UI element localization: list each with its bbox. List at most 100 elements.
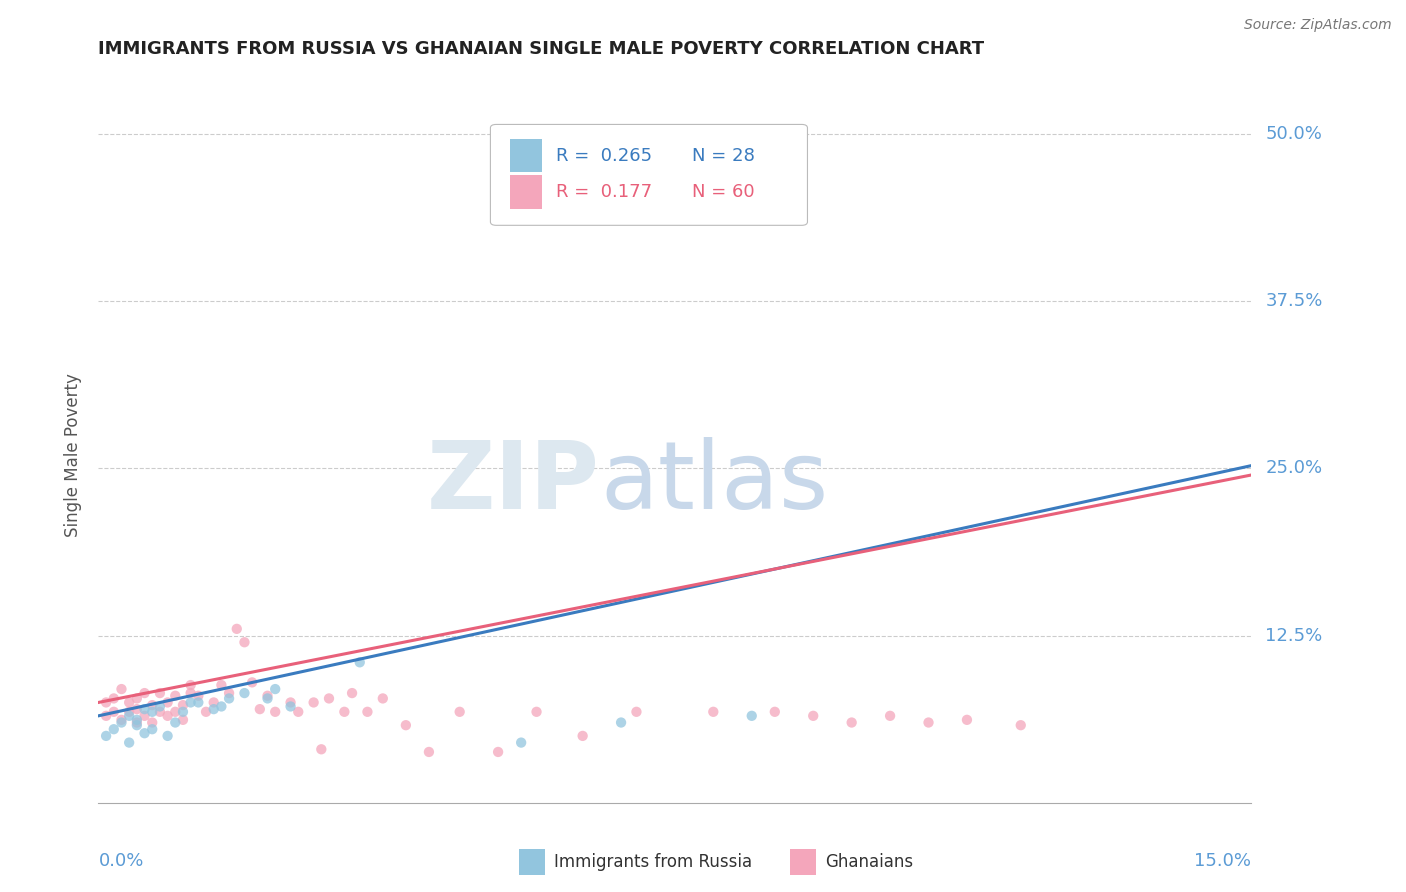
Text: 0.0%: 0.0% [98, 852, 143, 870]
Point [134, 686, 156, 700]
Point [801, 708, 824, 723]
Text: 37.5%: 37.5% [1265, 292, 1323, 310]
Point [240, 675, 263, 690]
Point [110, 715, 132, 730]
Point [841, 715, 863, 730]
FancyBboxPatch shape [510, 175, 543, 209]
Point [156, 696, 179, 710]
Point [510, 735, 533, 749]
Point [264, 705, 287, 719]
Point [118, 705, 141, 719]
Point [156, 708, 179, 723]
Point [125, 718, 148, 732]
Text: 12.5%: 12.5% [1265, 626, 1323, 645]
Point [110, 713, 132, 727]
Point [233, 635, 256, 649]
Point [172, 713, 194, 727]
Point [956, 713, 979, 727]
Point [118, 735, 141, 749]
Point [94, 708, 117, 723]
Point [172, 698, 194, 712]
Point [118, 696, 141, 710]
Point [741, 708, 763, 723]
Text: N = 60: N = 60 [692, 183, 755, 201]
FancyBboxPatch shape [510, 139, 543, 172]
Point [395, 718, 418, 732]
Point [202, 696, 225, 710]
Point [218, 691, 240, 706]
Point [134, 726, 156, 740]
Point [141, 715, 163, 730]
Point [486, 745, 509, 759]
Point [702, 705, 724, 719]
Point [371, 691, 394, 706]
Point [187, 696, 209, 710]
Point [103, 723, 125, 737]
Point [233, 686, 256, 700]
Point [340, 686, 363, 700]
Point [141, 698, 163, 712]
Point [125, 713, 148, 727]
Point [103, 691, 125, 706]
Point [349, 655, 371, 669]
Point [180, 686, 202, 700]
Point [209, 699, 232, 714]
Point [449, 705, 471, 719]
Point [180, 678, 202, 692]
Point [180, 696, 202, 710]
Point [418, 745, 440, 759]
Point [187, 689, 209, 703]
Point [571, 729, 593, 743]
Point [302, 696, 325, 710]
Point [209, 678, 232, 692]
Text: Ghanaians: Ghanaians [825, 853, 912, 871]
Text: N = 28: N = 28 [692, 147, 755, 165]
Point [256, 691, 278, 706]
Text: 50.0%: 50.0% [1265, 125, 1322, 143]
Text: Immigrants from Russia: Immigrants from Russia [554, 853, 752, 871]
Point [264, 681, 287, 696]
Point [333, 705, 356, 719]
Point [149, 705, 172, 719]
Text: ZIP: ZIP [427, 437, 600, 529]
Point [134, 708, 156, 723]
Point [141, 723, 163, 737]
Point [256, 689, 278, 703]
Text: Source: ZipAtlas.com: Source: ZipAtlas.com [1244, 18, 1392, 32]
Point [141, 705, 163, 719]
Point [626, 705, 648, 719]
Point [318, 691, 340, 706]
Point [249, 702, 271, 716]
Point [110, 681, 132, 696]
Point [526, 705, 548, 719]
Point [1010, 718, 1032, 732]
Point [94, 729, 117, 743]
Text: 25.0%: 25.0% [1265, 459, 1323, 477]
Point [125, 702, 148, 716]
Point [149, 699, 172, 714]
Point [156, 729, 179, 743]
Text: IMMIGRANTS FROM RUSSIA VS GHANAIAN SINGLE MALE POVERTY CORRELATION CHART: IMMIGRANTS FROM RUSSIA VS GHANAIAN SINGL… [98, 40, 984, 58]
Point [311, 742, 333, 756]
Point [165, 715, 187, 730]
Point [134, 702, 156, 716]
Point [195, 705, 218, 719]
Point [149, 686, 172, 700]
Point [610, 715, 633, 730]
Text: 15.0%: 15.0% [1194, 852, 1251, 870]
Point [165, 689, 187, 703]
Point [172, 705, 194, 719]
Point [125, 715, 148, 730]
Point [225, 622, 247, 636]
Point [165, 705, 187, 719]
Point [917, 715, 939, 730]
Point [763, 705, 786, 719]
FancyBboxPatch shape [491, 124, 807, 226]
Point [356, 705, 378, 719]
Text: R =  0.177: R = 0.177 [557, 183, 652, 201]
FancyBboxPatch shape [790, 848, 815, 875]
Point [280, 699, 302, 714]
Point [94, 696, 117, 710]
Text: atlas: atlas [600, 437, 828, 529]
Y-axis label: Single Male Poverty: Single Male Poverty [65, 373, 83, 537]
